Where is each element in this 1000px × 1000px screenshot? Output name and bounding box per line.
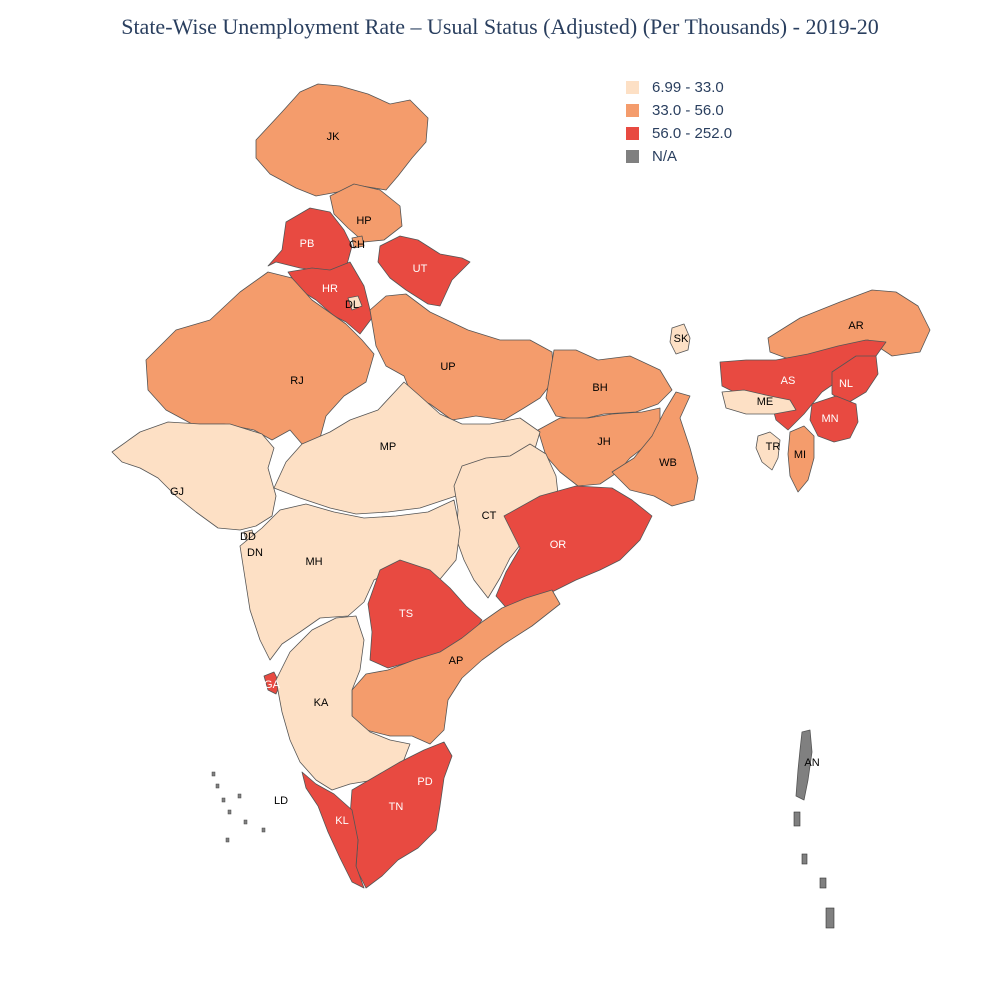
region-label-gj: GJ bbox=[170, 486, 184, 498]
legend-swatch-bin-0 bbox=[626, 81, 639, 94]
legend-label-na: N/A bbox=[652, 148, 678, 165]
an-island-3 bbox=[825, 907, 835, 929]
region-kl[interactable] bbox=[301, 771, 365, 889]
region-wb[interactable] bbox=[611, 391, 699, 507]
region-or[interactable] bbox=[495, 485, 653, 613]
region-label-ga: GA bbox=[264, 679, 281, 691]
region-sk[interactable] bbox=[669, 323, 691, 355]
region-tr[interactable] bbox=[755, 431, 781, 471]
region-label-mn: MN bbox=[821, 413, 838, 425]
region-label-kl: KL bbox=[335, 815, 348, 827]
ld-island-5 bbox=[243, 819, 248, 825]
region-nl[interactable] bbox=[831, 355, 879, 405]
region-label-mp: MP bbox=[380, 441, 397, 453]
legend-item-bin-2[interactable]: 56.0 - 252.0 bbox=[626, 122, 732, 145]
region-label-me: ME bbox=[757, 396, 774, 408]
region-dl[interactable] bbox=[347, 295, 363, 311]
region-ka[interactable] bbox=[275, 615, 411, 791]
region-label-nl: NL bbox=[839, 378, 853, 390]
region-label-ut: UT bbox=[413, 263, 428, 275]
ld-island-0 bbox=[211, 771, 216, 777]
region-label-mh: MH bbox=[305, 556, 322, 568]
region-label-tn: TN bbox=[389, 801, 404, 813]
region-hr[interactable] bbox=[287, 261, 373, 335]
an-island-1 bbox=[801, 853, 808, 865]
region-label-ct: CT bbox=[482, 510, 497, 522]
legend-swatch-bin-2 bbox=[626, 127, 639, 140]
region-label-wb: WB bbox=[659, 457, 677, 469]
region-label-dd: DD bbox=[240, 531, 256, 543]
region-ch[interactable] bbox=[351, 235, 365, 249]
region-label-mi: MI bbox=[794, 449, 806, 461]
region-label-as: AS bbox=[781, 375, 796, 387]
region-jk[interactable] bbox=[255, 83, 429, 197]
legend: 6.99 - 33.0 33.0 - 56.0 56.0 - 252.0 N/A bbox=[626, 76, 732, 168]
region-label-tr: TR bbox=[766, 441, 781, 453]
map-title: State-Wise Unemployment Rate – Usual Sta… bbox=[121, 14, 879, 39]
region-ap[interactable] bbox=[351, 589, 561, 745]
region-label-ap: AP bbox=[449, 655, 464, 667]
an-island-0 bbox=[793, 811, 801, 827]
legend-swatch-na bbox=[626, 150, 639, 163]
legend-label-bin-1: 33.0 - 56.0 bbox=[652, 102, 724, 119]
region-label-hp: HP bbox=[356, 215, 371, 227]
region-label-hr: HR bbox=[322, 283, 338, 295]
region-label-bh: BH bbox=[592, 382, 607, 394]
region-ut[interactable] bbox=[377, 235, 471, 307]
legend-item-bin-0[interactable]: 6.99 - 33.0 bbox=[626, 76, 732, 99]
region-an[interactable] bbox=[795, 729, 813, 801]
region-bh[interactable] bbox=[545, 349, 673, 421]
region-label-ts: TS bbox=[399, 608, 413, 620]
ld-island-3 bbox=[227, 809, 232, 815]
an-island-2 bbox=[819, 877, 827, 889]
region-label-dn: DN bbox=[247, 547, 263, 559]
ld-island-1 bbox=[215, 783, 220, 789]
ld-island-6 bbox=[261, 827, 266, 833]
region-label-pd: PD bbox=[417, 776, 432, 788]
region-label-rj: RJ bbox=[290, 375, 303, 387]
legend-item-na[interactable]: N/A bbox=[626, 145, 732, 168]
region-mn[interactable] bbox=[809, 395, 859, 443]
legend-label-bin-0: 6.99 - 33.0 bbox=[652, 79, 724, 96]
ld-island-7 bbox=[225, 837, 230, 843]
ld-island-2 bbox=[221, 797, 226, 803]
region-label-jh: JH bbox=[597, 436, 611, 448]
region-label-ka: KA bbox=[314, 697, 329, 709]
region-label-pb: PB bbox=[300, 238, 315, 250]
ld-island-4 bbox=[237, 793, 242, 799]
region-mp[interactable] bbox=[273, 381, 541, 515]
legend-label-bin-2: 56.0 - 252.0 bbox=[652, 125, 733, 142]
region-label-jk: JK bbox=[327, 131, 341, 143]
region-label-sk: SK bbox=[674, 333, 689, 345]
region-label-dl: DL bbox=[345, 299, 359, 311]
region-label-up: UP bbox=[440, 361, 455, 373]
region-label-ch: CH bbox=[349, 239, 365, 251]
region-label-ar: AR bbox=[848, 320, 863, 332]
legend-swatch-bin-1 bbox=[626, 104, 639, 117]
region-label-an: AN bbox=[804, 757, 819, 769]
legend-item-bin-1[interactable]: 33.0 - 56.0 bbox=[626, 99, 732, 122]
region-gj[interactable] bbox=[111, 421, 277, 531]
region-up[interactable] bbox=[369, 293, 555, 421]
region-hp[interactable] bbox=[329, 183, 403, 243]
region-me[interactable] bbox=[721, 389, 797, 415]
region-mi[interactable] bbox=[787, 425, 815, 493]
region-label-or: OR bbox=[550, 539, 567, 551]
region-label-ld: LD bbox=[274, 795, 288, 807]
